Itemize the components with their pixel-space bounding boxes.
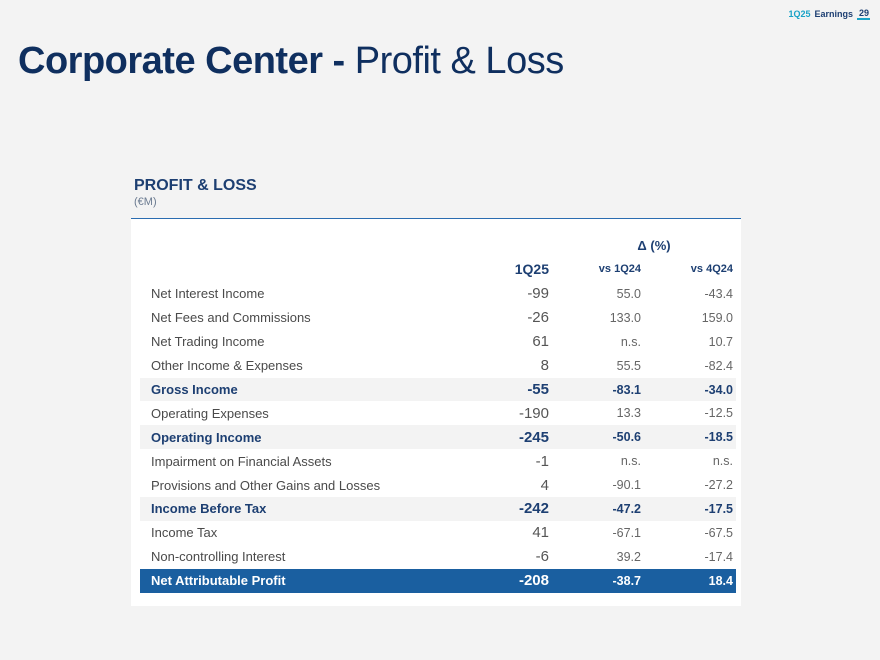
value-vs-1q24: 39.2 xyxy=(616,549,641,564)
row-label: Net Attributable Profit xyxy=(151,573,286,589)
value-vs-1q24: -47.2 xyxy=(612,501,642,516)
table-row: Gross Income -55 -83.1 -34.0 xyxy=(140,377,736,402)
column-header-vs-1q24: vs 1Q24 xyxy=(598,263,641,275)
table-row: Operating Expenses -190 13.3 -12.5 xyxy=(140,401,736,425)
value-vs-4q24: 10.7 xyxy=(708,334,733,349)
value-1q25: 41 xyxy=(532,524,549,542)
pl-table-panel: Δ (%) 1Q25 vs 1Q24 vs 4Q24 Net Interest … xyxy=(131,218,741,606)
value-vs-1q24: -83.1 xyxy=(612,382,642,397)
value-1q25: -6 xyxy=(535,548,549,566)
table-row: Net Trading Income 61 n.s. 10.7 xyxy=(140,330,736,354)
column-header-1q25: 1Q25 xyxy=(514,261,549,277)
value-vs-4q24: -17.4 xyxy=(704,549,734,564)
value-1q25: -99 xyxy=(527,285,549,303)
value-1q25: -245 xyxy=(518,428,549,446)
value-1q25: -208 xyxy=(518,572,549,590)
value-vs-1q24: 133.0 xyxy=(609,310,641,325)
value-1q25: -1 xyxy=(535,452,549,470)
row-label: Other Income & Expenses xyxy=(151,358,303,374)
section-title: PROFIT & LOSS xyxy=(134,177,257,194)
value-vs-1q24: n.s. xyxy=(620,454,641,469)
table-row: Non-controlling Interest -6 39.2 -17.4 xyxy=(140,545,736,569)
value-1q25: -26 xyxy=(527,309,549,327)
value-1q25: 4 xyxy=(540,476,549,494)
value-vs-4q24: 159.0 xyxy=(701,310,733,325)
value-vs-1q24: -90.1 xyxy=(612,478,642,493)
value-vs-1q24: n.s. xyxy=(620,334,641,349)
period-label: 1Q25 xyxy=(788,9,811,19)
value-vs-4q24: n.s. xyxy=(712,454,733,469)
table-row: Income Before Tax -242 -47.2 -17.5 xyxy=(140,497,736,521)
table-row: Other Income & Expenses 8 55.5 -82.4 xyxy=(140,354,736,378)
section-unit: (€M) xyxy=(134,196,157,208)
column-header-vs-4q24: vs 4Q24 xyxy=(690,263,733,275)
value-vs-4q24: -43.4 xyxy=(704,286,734,301)
value-vs-1q24: -50.6 xyxy=(612,430,642,445)
value-vs-1q24: -38.7 xyxy=(612,573,642,588)
value-1q25: -242 xyxy=(518,500,549,518)
table-body: Net Interest Income -99 55.0 -43.4 Net Fees … xyxy=(140,282,736,593)
value-vs-4q24: -18.5 xyxy=(704,430,734,445)
table-row: Net Interest Income -99 55.0 -43.4 xyxy=(140,282,736,306)
delta-header: Δ (%) xyxy=(637,238,671,253)
row-label: Income Tax xyxy=(151,525,218,541)
row-label: Net Fees and Commissions xyxy=(151,310,311,326)
value-vs-1q24: 55.5 xyxy=(616,358,641,373)
row-label: Gross Income xyxy=(151,382,238,397)
table-row: Operating Income -245 -50.6 -18.5 xyxy=(140,425,736,450)
row-label: Impairment on Financial Assets xyxy=(151,453,332,469)
value-vs-4q24: -67.5 xyxy=(704,525,734,540)
row-label: Net Interest Income xyxy=(151,286,265,302)
row-label: Income Before Tax xyxy=(151,501,267,517)
row-label: Operating Expenses xyxy=(151,405,269,421)
row-label: Net Trading Income xyxy=(151,334,265,350)
value-vs-4q24: 18.4 xyxy=(708,573,733,588)
table-row: Net Fees and Commissions -26 133.0 159.0 xyxy=(140,306,736,330)
row-label: Operating Income xyxy=(151,429,262,445)
value-vs-4q24: -17.5 xyxy=(704,501,734,516)
row-label: Provisions and Other Gains and Losses xyxy=(151,477,381,493)
value-1q25: 8 xyxy=(540,357,549,375)
page-title-light: Profit & Loss xyxy=(354,40,564,82)
row-label: Non-controlling Interest xyxy=(151,549,286,565)
value-1q25: 61 xyxy=(532,333,549,351)
value-vs-1q24: 55.0 xyxy=(616,286,641,301)
value-vs-4q24: -12.5 xyxy=(704,406,734,421)
report-label: Earnings xyxy=(814,9,853,19)
value-vs-4q24: -27.2 xyxy=(704,478,734,493)
section-header: PROFIT & LOSS (€M) xyxy=(134,177,257,208)
value-1q25: -190 xyxy=(518,404,549,422)
page-tag: 1Q25 Earnings 29 xyxy=(788,8,870,20)
value-1q25: -55 xyxy=(527,381,549,398)
table-row: Net Attributable Profit -208 -38.7 18.4 xyxy=(140,568,736,593)
value-vs-1q24: 13.3 xyxy=(616,406,641,421)
table-row: Impairment on Financial Assets -1 n.s. n.s. xyxy=(140,449,736,473)
value-vs-4q24: -34.0 xyxy=(704,382,734,397)
value-vs-4q24: -82.4 xyxy=(704,358,734,373)
page-number: 29 xyxy=(856,8,870,20)
page-title: Corporate Center - Profit & Loss xyxy=(18,40,564,83)
page-title-bold: Corporate Center - xyxy=(18,40,345,82)
value-vs-1q24: -67.1 xyxy=(612,525,642,540)
table-row: Provisions and Other Gains and Losses 4 -9… xyxy=(140,473,736,497)
table-row: Income Tax 41 -67.1 -67.5 xyxy=(140,521,736,545)
